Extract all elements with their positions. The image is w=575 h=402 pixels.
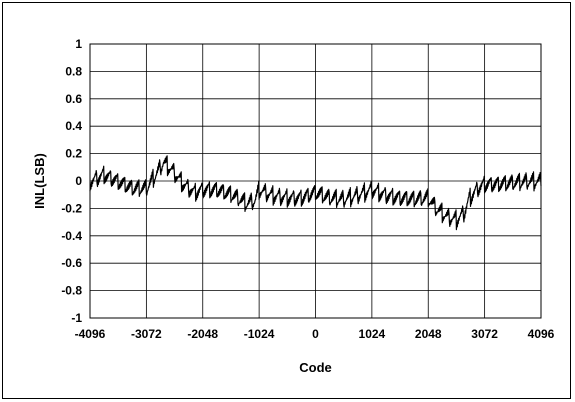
y-tick-label: -1 <box>71 311 82 325</box>
x-tick-label: 2048 <box>415 327 442 341</box>
y-tick-label: 0.4 <box>65 119 82 133</box>
x-tick-label: -2048 <box>187 327 218 341</box>
x-tick-label: 3072 <box>471 327 498 341</box>
grid <box>89 43 542 319</box>
y-tick-label: 1 <box>75 37 82 51</box>
y-tick-label: 0.2 <box>65 147 82 161</box>
x-tick-label: -1024 <box>244 327 275 341</box>
x-tick-label: 1024 <box>359 327 386 341</box>
y-tick-label: 0 <box>75 174 82 188</box>
inl-series-line <box>89 155 542 231</box>
y-tick-label: -0.6 <box>61 256 82 270</box>
y-tick-label: 0.6 <box>65 92 82 106</box>
x-tick-label: 4096 <box>528 327 555 341</box>
x-tick-labels: -4096 -3072 -2048 -1024 0 1024 2048 3072 4096 <box>75 327 555 341</box>
x-axis-title: Code <box>299 360 332 375</box>
y-tick-labels: 1 0.8 0.6 0.4 0.2 0 -0.2 -0.4 -0.6 -0.8 -1 <box>61 37 82 325</box>
x-tick-label: -4096 <box>75 327 106 341</box>
chart-frame <box>2 2 571 399</box>
y-axis-title: INL(LSB) <box>32 153 47 209</box>
y-tick-label: -0.8 <box>61 284 82 298</box>
y-tick-label: -0.4 <box>61 229 82 243</box>
x-tick-label: 0 <box>312 327 319 341</box>
y-tick-label: -0.2 <box>61 201 82 215</box>
y-tick-label: 0.8 <box>65 64 82 78</box>
x-tick-label: -3072 <box>131 327 162 341</box>
